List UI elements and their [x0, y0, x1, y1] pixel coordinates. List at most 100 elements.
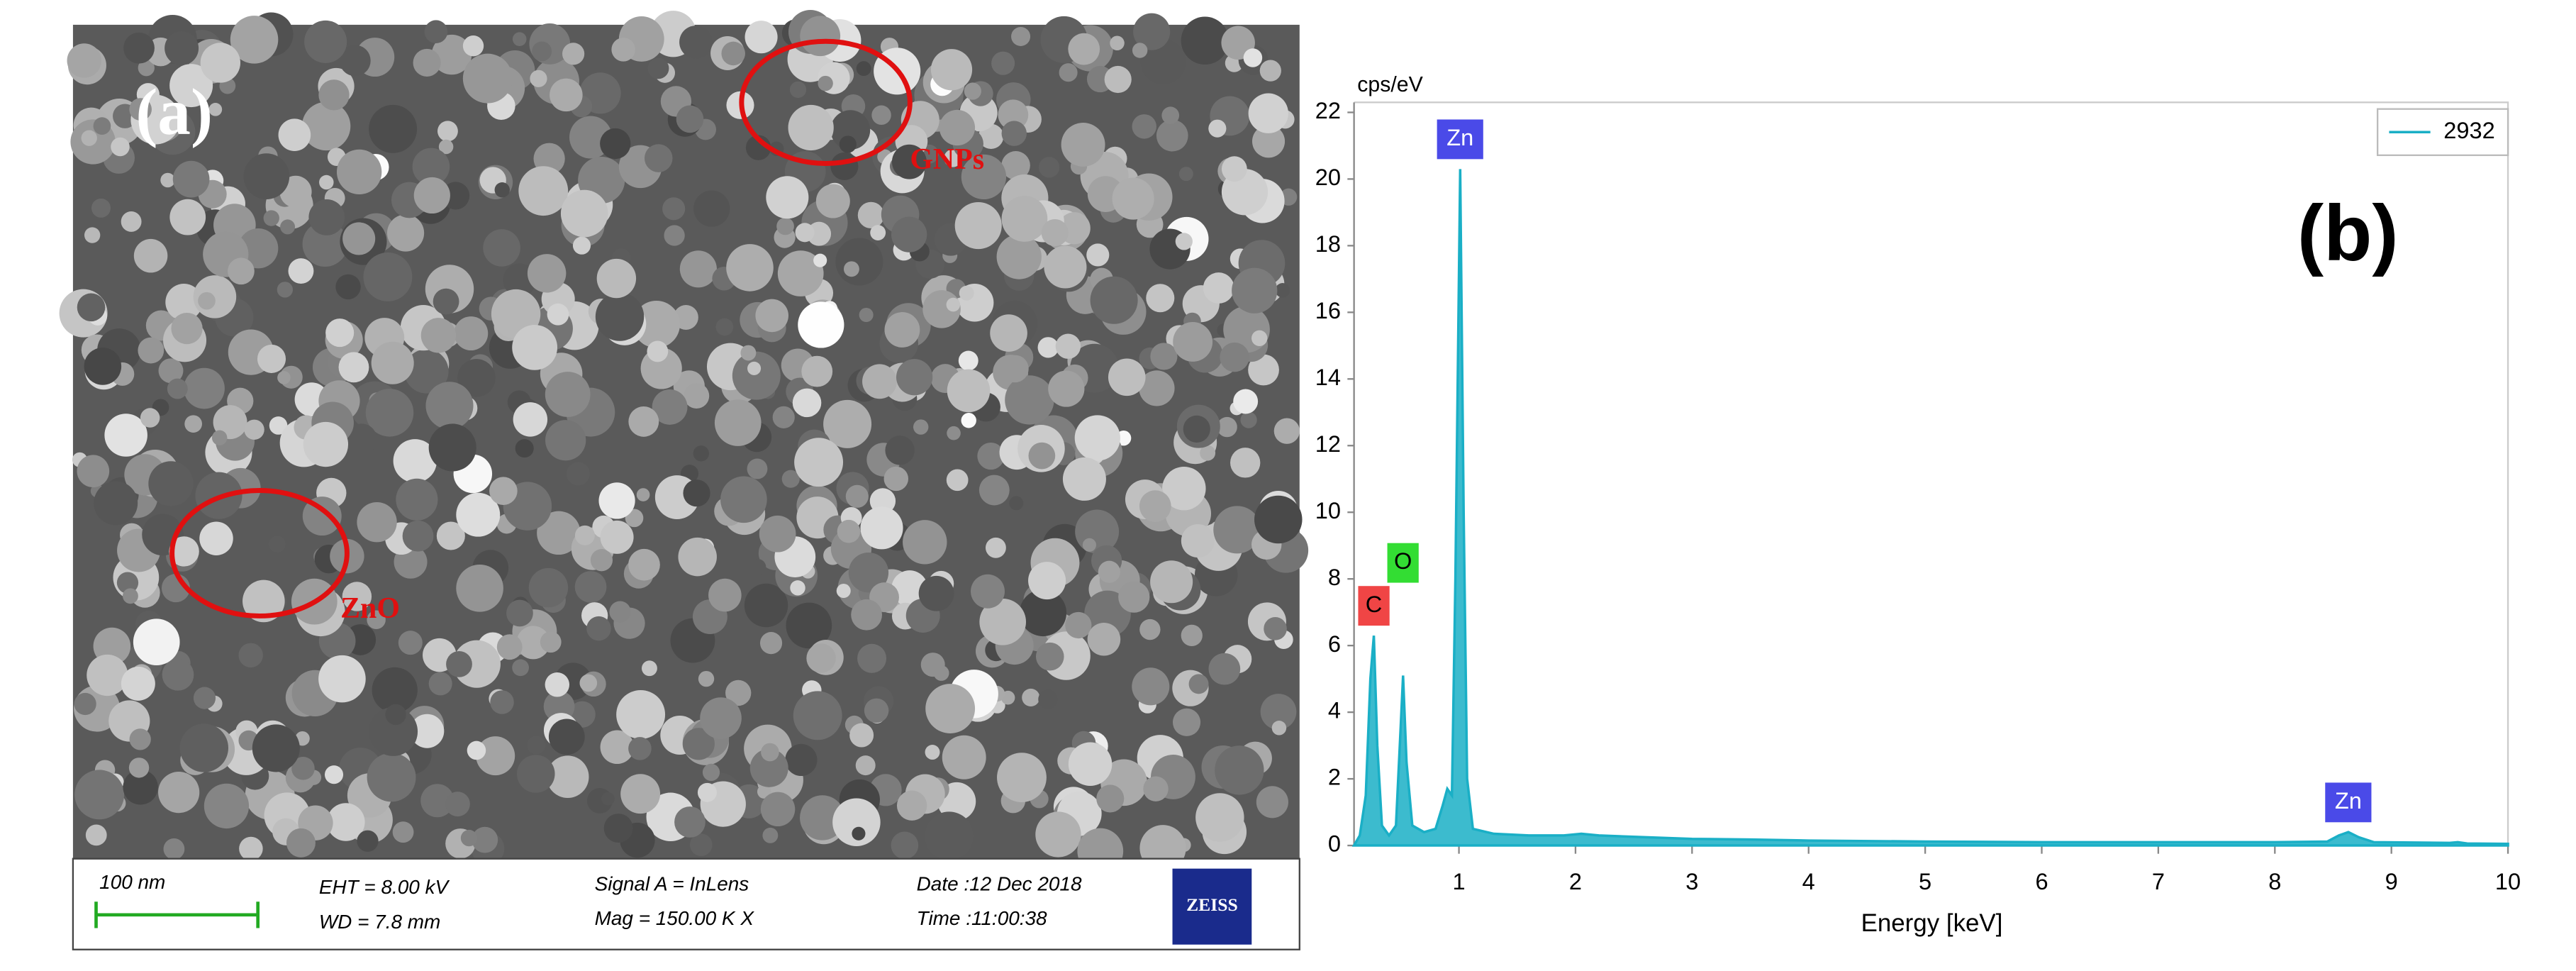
grain	[1200, 445, 1216, 461]
grain	[304, 20, 347, 63]
grain	[985, 537, 1006, 558]
info-text: Signal A = InLens	[595, 872, 749, 894]
grain	[412, 148, 450, 186]
grain	[818, 75, 833, 91]
grain	[747, 458, 768, 479]
grain	[512, 659, 529, 677]
x-tick-label: 3	[1685, 868, 1698, 894]
grain	[1082, 538, 1096, 552]
grain	[476, 736, 515, 776]
grain	[1181, 523, 1215, 558]
grain	[777, 250, 824, 296]
grain	[1264, 617, 1287, 640]
grain	[277, 282, 294, 298]
grain	[744, 583, 788, 628]
grain	[1146, 284, 1175, 313]
grain	[303, 421, 349, 467]
grain	[158, 771, 200, 814]
grain	[991, 51, 1015, 75]
grain	[123, 770, 158, 805]
grain	[1132, 667, 1170, 706]
grain	[81, 130, 97, 146]
grain	[644, 144, 673, 172]
grain	[674, 806, 706, 838]
grain	[760, 792, 796, 827]
grain	[318, 655, 366, 703]
x-axis-label: Energy [keV]	[1861, 909, 2003, 937]
grain	[860, 506, 903, 550]
grain	[745, 21, 778, 54]
grain	[1260, 694, 1297, 730]
grain	[288, 258, 314, 284]
grain	[813, 253, 827, 267]
grain	[1183, 415, 1210, 443]
grain	[301, 101, 351, 151]
grain	[84, 227, 101, 243]
grain	[338, 352, 369, 383]
grain	[208, 103, 223, 116]
grain	[93, 117, 111, 135]
grain	[788, 104, 834, 151]
y-tick-label: 8	[1328, 564, 1341, 590]
grain	[342, 222, 376, 255]
plot-frame	[1354, 101, 2509, 846]
grain	[184, 367, 225, 409]
grain	[1150, 343, 1178, 370]
grain	[700, 697, 742, 739]
grain	[749, 748, 788, 787]
grain	[369, 706, 418, 756]
grain	[252, 724, 300, 772]
grain	[372, 667, 418, 714]
grain	[839, 135, 857, 153]
grain	[454, 316, 489, 351]
grain	[1139, 370, 1175, 406]
grain	[398, 631, 423, 655]
grain	[776, 217, 794, 235]
grain	[138, 60, 155, 77]
grain	[158, 358, 184, 384]
grain	[747, 361, 762, 375]
grain	[749, 559, 766, 575]
grain	[579, 674, 598, 692]
grain	[786, 602, 832, 649]
grain	[947, 369, 991, 413]
grain	[1118, 581, 1150, 613]
grain	[755, 299, 788, 333]
grain	[148, 461, 194, 506]
logo	[1172, 868, 1252, 945]
grain	[790, 580, 805, 596]
grain	[133, 618, 180, 666]
grain	[1028, 562, 1066, 600]
grain	[367, 610, 386, 630]
peak-label: O	[1394, 548, 1412, 574]
grain	[128, 758, 150, 778]
grain	[998, 99, 1029, 131]
grain	[1139, 490, 1171, 522]
grain	[785, 743, 818, 777]
grain	[85, 824, 107, 846]
grain	[1041, 218, 1069, 247]
grain	[1172, 708, 1201, 736]
grain	[1195, 793, 1244, 842]
grain	[1213, 506, 1261, 554]
grain	[404, 349, 449, 394]
grain	[759, 632, 783, 655]
grain	[516, 755, 555, 793]
y-tick-label: 6	[1328, 631, 1341, 657]
grain	[628, 737, 652, 760]
grain	[537, 511, 581, 555]
grain	[200, 43, 241, 83]
grain	[891, 216, 927, 253]
grain	[1110, 35, 1125, 51]
grain	[721, 41, 745, 66]
grain	[891, 570, 928, 607]
grain	[490, 690, 514, 714]
grain	[870, 225, 886, 240]
grain	[676, 105, 704, 133]
grain	[436, 521, 465, 550]
grain	[1203, 272, 1234, 304]
grain	[1188, 674, 1209, 694]
grain	[91, 198, 111, 218]
grain	[163, 838, 185, 860]
